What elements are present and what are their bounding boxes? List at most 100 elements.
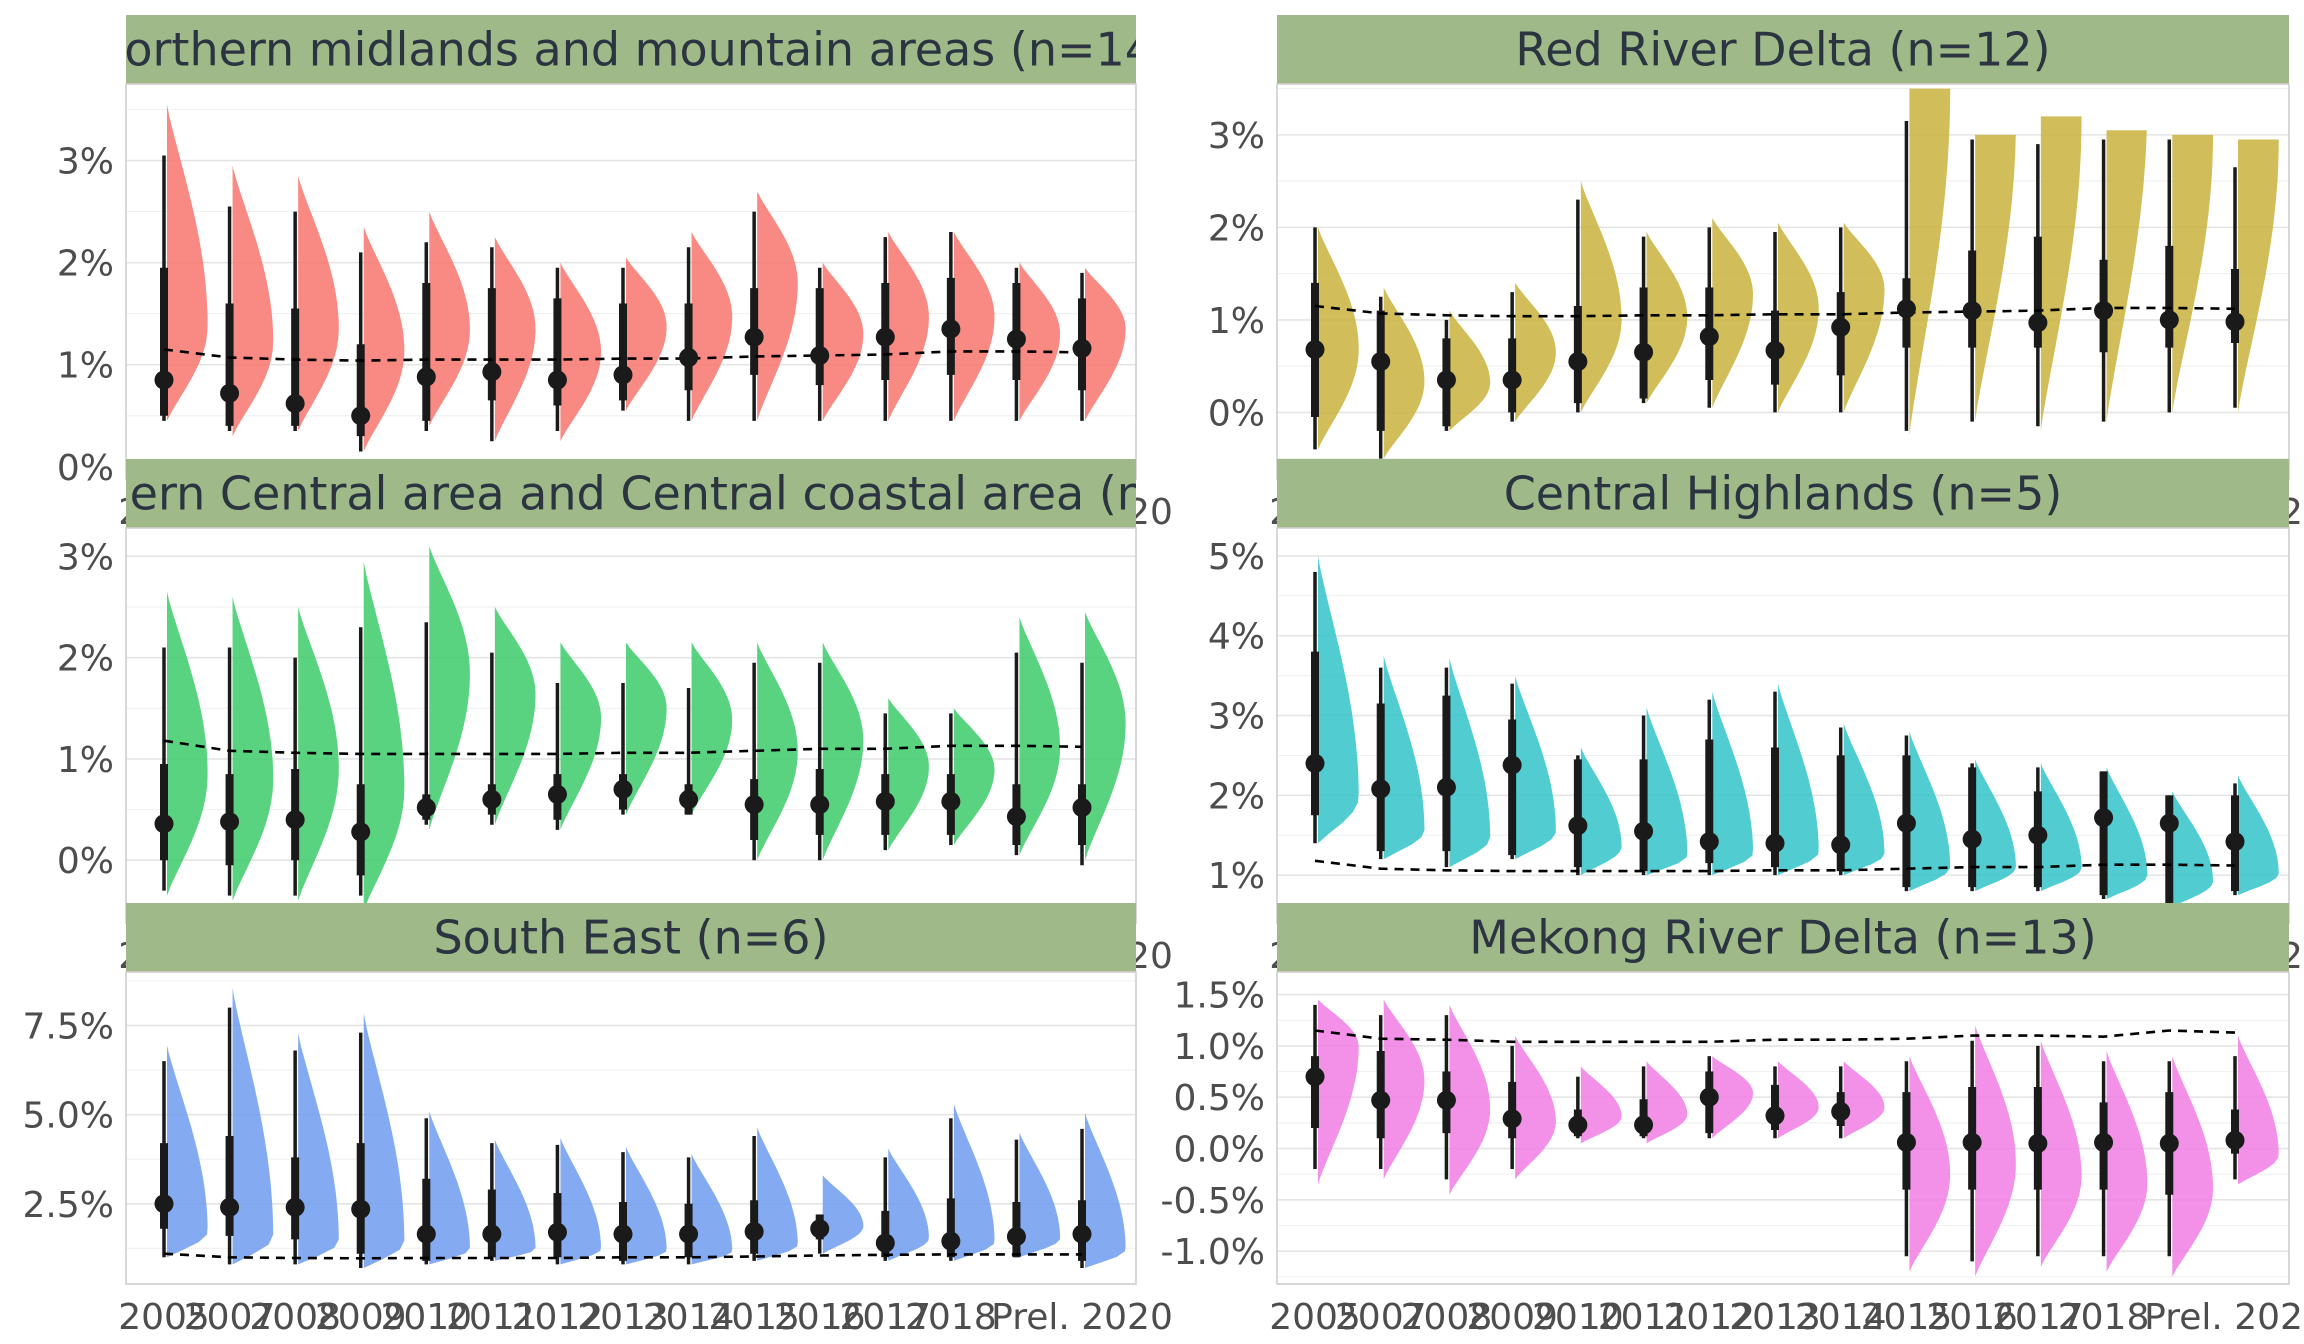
median-point <box>679 348 699 368</box>
density-half-violin <box>429 546 470 830</box>
facet-panel-3: Northern Central area and Central coasta… <box>1 459 1261 977</box>
x-tick-label: 2005 <box>1269 1297 1361 1338</box>
y-tick-label: 5.0% <box>23 1096 114 1137</box>
median-point <box>547 1222 567 1242</box>
density-half-violin <box>953 708 995 846</box>
density-half-violin <box>1712 218 1753 408</box>
density-half-violin <box>691 1153 733 1265</box>
x-tick-label: 2017 <box>1992 1297 2084 1338</box>
panel-border <box>1276 971 2290 1285</box>
x-tick-label: 2016 <box>774 1297 866 1338</box>
median-point <box>351 406 371 426</box>
median-point <box>1371 1090 1391 1110</box>
median-point <box>1072 1224 1092 1244</box>
density-half-violin <box>167 1045 208 1258</box>
median-point <box>1765 833 1785 853</box>
y-tick-label: 3% <box>57 142 114 183</box>
y-tick-label: 4% <box>1208 617 1265 658</box>
median-point <box>1896 813 1916 833</box>
facet-title: Central Highlands (n=5) <box>1504 467 2063 521</box>
density-half-violin <box>1449 310 1491 431</box>
median-point <box>810 345 830 365</box>
y-tick-label: 0% <box>57 841 114 882</box>
density-half-violin <box>429 1111 470 1265</box>
median-point <box>1699 1087 1719 1107</box>
density-half-violin <box>2106 1051 2148 1272</box>
median-point <box>2225 832 2245 852</box>
y-tick-label: 2% <box>1208 776 1265 817</box>
median-point <box>810 795 830 814</box>
median-point <box>1305 1067 1325 1087</box>
density-half-violin <box>953 1103 995 1261</box>
y-tick-label: 5% <box>1208 537 1265 578</box>
facet-title: Northern Central area and Central coasta… <box>1 467 1261 521</box>
density-half-violin <box>1019 1132 1060 1258</box>
density-half-violin <box>363 226 405 452</box>
density-half-violin <box>1318 999 1359 1185</box>
density-half-violin <box>757 1127 798 1261</box>
density-half-violin <box>363 1013 405 1268</box>
density-half-violin <box>2172 791 2213 908</box>
density-half-violin <box>1085 267 1126 421</box>
x-tick-label: 2011 <box>1598 1297 1690 1338</box>
y-tick-label: 0.0% <box>1174 1130 1265 1171</box>
median-point <box>1006 1227 1026 1247</box>
median-point <box>875 327 895 347</box>
density-half-violin <box>167 104 208 421</box>
x-tick-label: 2017 <box>839 1297 931 1338</box>
median-point <box>2094 1132 2114 1152</box>
median-point <box>941 1231 961 1251</box>
median-point <box>613 1224 633 1244</box>
y-tick-label: 0.5% <box>1174 1078 1265 1119</box>
facet-panel-1: Northern midlands and mountain areas (n=… <box>57 15 1173 533</box>
median-point <box>482 1224 502 1244</box>
median-point <box>1962 829 1982 849</box>
density-half-violin <box>429 211 470 426</box>
x-tick-label: 2008 <box>249 1297 341 1338</box>
facet-panel-2: Red River Delta (n=12)0%1%2%3%2005200720… <box>1208 15 2304 533</box>
median-point <box>1962 301 1982 321</box>
facet-panel-5: South East (n=6) 2.5% 5.0% 7.5% 200520072008… <box>23 903 1173 1338</box>
x-tick-label: 2011 <box>446 1297 538 1338</box>
median-point <box>744 795 764 814</box>
density-half-violin <box>2238 139 2279 413</box>
x-tick-label: 2015 <box>708 1297 800 1338</box>
density-half-violin <box>1580 1066 1622 1144</box>
median-point <box>285 1197 305 1217</box>
density-half-violin <box>1646 707 1688 876</box>
median-point <box>1634 342 1654 362</box>
density-half-violin <box>560 262 602 442</box>
median-point <box>1765 1106 1785 1126</box>
median-point <box>1765 340 1785 360</box>
median-point <box>2094 808 2114 828</box>
density-half-violin <box>232 596 274 901</box>
median-point <box>1072 798 1092 818</box>
density-half-violin <box>1778 222 1819 413</box>
median-point <box>1634 1115 1654 1135</box>
facet-strip <box>126 459 1136 528</box>
density-half-violin <box>757 191 798 421</box>
median-point <box>416 367 436 387</box>
density-half-violin <box>2040 116 2082 431</box>
median-point <box>2028 1133 2048 1153</box>
median-point <box>1436 370 1456 390</box>
density-half-violin <box>1843 222 1885 413</box>
density-half-violin <box>1019 617 1060 856</box>
facet-panel-4: Central Highlands (n=5)1%2%3%4%5%2005200… <box>1208 459 2304 977</box>
median-point <box>744 1222 764 1242</box>
density-half-violin <box>1383 655 1425 860</box>
density-half-violin <box>1909 731 1951 892</box>
median-point <box>547 784 567 804</box>
facet-title: Mekong River Delta (n=13) <box>1469 911 2096 965</box>
density-half-violin <box>494 607 536 825</box>
x-tick-label: 2009 <box>1466 1297 1558 1338</box>
y-tick-label: 1% <box>57 740 114 781</box>
median-point <box>1371 779 1391 799</box>
density-half-violin <box>2172 1056 2213 1277</box>
density-half-violin <box>888 698 929 851</box>
density-half-violin <box>1383 999 1425 1180</box>
median-point <box>679 1224 699 1244</box>
median-point <box>1568 816 1588 836</box>
median-point <box>416 798 436 818</box>
